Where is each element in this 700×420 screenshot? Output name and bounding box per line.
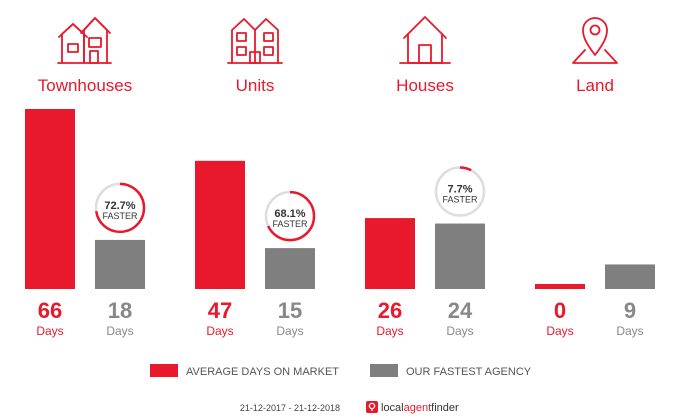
brand-agent: agent (404, 402, 432, 414)
value-label: 47 (208, 298, 232, 323)
footer: 21-12-2017 - 21-12-2018 localagentfinder (240, 401, 459, 414)
value-label: 26 (378, 298, 402, 323)
brand-local: local (381, 402, 404, 414)
faster-badge: 7.7%FASTER (434, 166, 486, 217)
category-label: Land (576, 76, 614, 95)
unit-label: Days (546, 324, 573, 338)
bar-average-days (535, 284, 585, 289)
date-range: 21-12-2017 - 21-12-2018 (240, 403, 340, 413)
value-label: 15 (278, 298, 302, 323)
value-label: 24 (448, 298, 473, 323)
badge-percent: 72.7% (104, 200, 135, 212)
bars (25, 109, 655, 289)
legend-label: OUR FASTEST AGENCY (406, 366, 532, 378)
category-labels: Townhouses Units Houses Land (38, 76, 614, 95)
faster-badge: 68.1%FASTER (264, 190, 316, 242)
legend-label: AVERAGE DAYS ON MARKET (186, 366, 339, 378)
badge-progress-arc (434, 166, 486, 217)
badge-label: FASTER (272, 219, 308, 229)
legend-agency: OUR FASTEST AGENCY (370, 364, 532, 378)
badge-label: FASTER (102, 211, 138, 221)
bar-average-days (365, 218, 415, 289)
bar-average-days (195, 160, 245, 289)
value-labels: 66Days18Days47Days15Days26Days24Days0Day… (36, 298, 643, 338)
land-pin-icon (572, 17, 618, 64)
brand-name: localagentfinder (381, 402, 459, 414)
category-icons (57, 16, 618, 64)
legend-swatch (370, 364, 398, 377)
legend: AVERAGE DAYS ON MARKET OUR FASTEST AGENCY (150, 364, 532, 378)
badge-progress-arc (94, 182, 146, 234)
legend-market: AVERAGE DAYS ON MARKET (150, 364, 339, 378)
value-label: 0 (554, 298, 566, 323)
unit-label: Days (446, 324, 473, 338)
faster-badge: 72.7%FASTER (94, 182, 146, 234)
townhouse-icon (57, 17, 112, 64)
bar-average-days (25, 109, 75, 289)
value-label: 18 (108, 298, 132, 323)
bar-fastest-agency (435, 223, 485, 289)
badge-label: FASTER (442, 195, 478, 205)
badge-progress-arc (264, 190, 316, 242)
bar-fastest-agency (605, 264, 655, 289)
legend-swatch (150, 364, 178, 377)
unit-label: Days (276, 324, 303, 338)
bar-fastest-agency (265, 248, 315, 289)
unit-label: Days (106, 324, 133, 338)
unit-label: Days (616, 324, 643, 338)
value-label: 9 (624, 298, 636, 323)
category-label: Units (236, 76, 275, 95)
unit-label: Days (376, 324, 403, 338)
units-icon (227, 18, 283, 64)
localagentfinder-logo-icon (366, 401, 378, 413)
badge-percent: 68.1% (274, 208, 305, 220)
bar-fastest-agency (95, 239, 145, 289)
category-label: Houses (396, 76, 454, 95)
unit-label: Days (206, 324, 233, 338)
unit-label: Days (36, 324, 63, 338)
brand-finder: finder (431, 402, 459, 414)
value-label: 66 (38, 298, 62, 323)
house-icon (399, 16, 451, 64)
badge-percent: 7.7% (447, 184, 472, 196)
category-label: Townhouses (38, 76, 133, 95)
